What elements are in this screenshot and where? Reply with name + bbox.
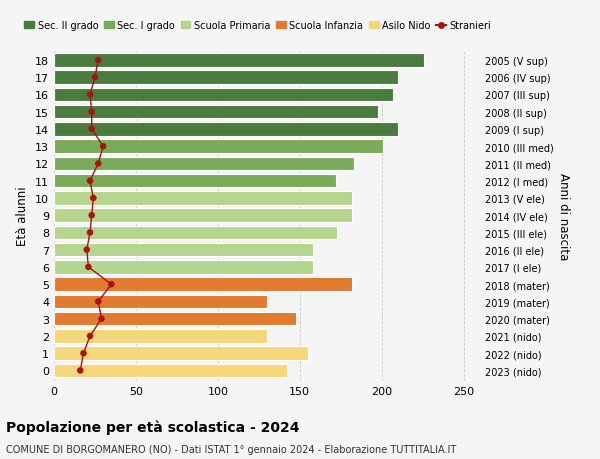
Point xyxy=(98,143,108,151)
Text: Popolazione per età scolastica - 2024: Popolazione per età scolastica - 2024 xyxy=(6,420,299,435)
Point xyxy=(97,315,106,323)
Point xyxy=(90,74,100,82)
Point xyxy=(76,367,85,375)
Bar xyxy=(54,140,383,154)
Point xyxy=(85,178,95,185)
Bar xyxy=(54,209,352,223)
Bar xyxy=(54,295,267,308)
Point xyxy=(94,57,103,64)
Bar xyxy=(54,312,296,326)
Point xyxy=(89,195,98,202)
Point xyxy=(85,91,95,99)
Point xyxy=(82,246,92,254)
Point xyxy=(79,350,88,357)
Legend: Sec. II grado, Sec. I grado, Scuola Primaria, Scuola Infanzia, Asilo Nido, Stran: Sec. II grado, Sec. I grado, Scuola Prim… xyxy=(20,17,495,35)
Point xyxy=(85,230,95,237)
Point xyxy=(94,298,103,306)
Point xyxy=(94,160,103,168)
Point xyxy=(87,109,97,116)
Y-axis label: Anni di nascita: Anni di nascita xyxy=(557,172,570,259)
Y-axis label: Età alunni: Età alunni xyxy=(16,186,29,246)
Point xyxy=(87,126,97,133)
Bar xyxy=(54,347,308,360)
Bar xyxy=(54,123,398,136)
Bar xyxy=(54,192,352,205)
Bar xyxy=(54,364,287,377)
Point xyxy=(85,332,95,340)
Bar xyxy=(54,157,354,171)
Bar xyxy=(54,89,393,102)
Point xyxy=(83,263,93,271)
Bar xyxy=(54,330,267,343)
Bar xyxy=(54,243,313,257)
Bar xyxy=(54,226,337,240)
Bar xyxy=(54,71,398,85)
Point xyxy=(87,212,97,219)
Bar xyxy=(54,106,379,119)
Bar xyxy=(54,54,424,67)
Bar xyxy=(54,278,352,291)
Point xyxy=(107,281,116,288)
Bar xyxy=(54,174,336,188)
Text: COMUNE DI BORGOMANERO (NO) - Dati ISTAT 1° gennaio 2024 - Elaborazione TUTTITALI: COMUNE DI BORGOMANERO (NO) - Dati ISTAT … xyxy=(6,444,456,454)
Bar xyxy=(54,261,313,274)
